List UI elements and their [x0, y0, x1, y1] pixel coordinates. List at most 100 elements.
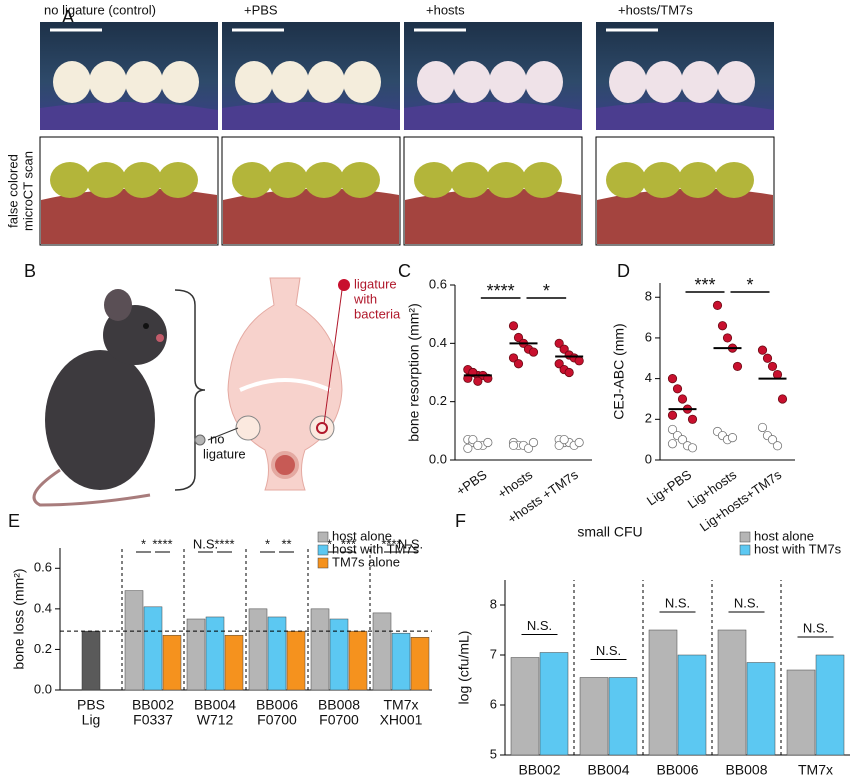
dot	[772, 369, 783, 380]
chart-title: small CFU	[577, 524, 642, 540]
mouse-nose	[156, 334, 164, 342]
y-tick-label: 0.0	[429, 451, 447, 466]
y-tick-label: 0.0	[34, 681, 52, 696]
legend-swatch	[317, 544, 329, 556]
x-tick-label: F0700	[257, 712, 297, 728]
scan-tooth	[268, 162, 308, 198]
bar	[372, 612, 392, 691]
tooth	[417, 61, 455, 103]
x-tick-label: BB002	[132, 697, 174, 713]
scan-tooth	[122, 162, 162, 198]
bar	[248, 608, 268, 691]
gum	[404, 101, 582, 130]
tooth	[235, 61, 273, 103]
dot	[559, 434, 569, 445]
x-tick-label: XH001	[380, 712, 423, 728]
bar	[539, 652, 569, 756]
tooth	[717, 61, 755, 103]
tooth	[343, 61, 381, 103]
dot	[762, 353, 773, 363]
pointer	[207, 427, 239, 441]
legend-swatch	[739, 544, 751, 556]
significance-label: N.S.	[527, 618, 552, 633]
column-label: no ligature (control)	[44, 2, 156, 17]
dot	[767, 361, 778, 372]
dot	[508, 353, 519, 363]
bar	[81, 630, 101, 691]
y-tick-label: 5	[490, 746, 497, 761]
dot	[757, 345, 768, 355]
significance-label: ****	[214, 536, 234, 551]
significance-label: N.S.	[398, 536, 423, 551]
ligature	[316, 422, 328, 434]
x-tick-label: TM7x	[798, 762, 833, 776]
significance-label: *	[141, 536, 146, 551]
y-tick-label: 0.6	[34, 560, 52, 575]
dot	[757, 422, 768, 433]
tooth-ring	[271, 451, 299, 479]
dot	[483, 437, 493, 448]
x-tick-label: Lig	[82, 712, 101, 728]
dot	[667, 424, 678, 435]
mouse	[32, 289, 206, 507]
dot	[463, 443, 473, 453]
dot	[473, 376, 483, 386]
bar	[224, 634, 244, 691]
panel-label: A	[62, 7, 74, 27]
diagram-label: with	[353, 291, 377, 306]
gum	[596, 101, 774, 130]
scan-tooth	[522, 162, 562, 198]
jaw	[223, 188, 399, 244]
scan-tooth	[158, 162, 198, 198]
significance-label: ****	[381, 536, 401, 551]
bar	[162, 634, 182, 691]
diagram-label: bacteria	[354, 306, 401, 321]
bar	[608, 677, 638, 756]
significance-label: ***	[341, 536, 356, 551]
diagram-label: no	[210, 431, 224, 446]
significance-label: **	[281, 536, 291, 551]
dot	[559, 344, 569, 354]
diagram-label: ligature	[203, 446, 246, 461]
dot	[508, 321, 519, 331]
dot	[672, 384, 683, 394]
scan-tooth	[450, 162, 490, 198]
legend-label: host with TM7s	[754, 541, 842, 556]
dot	[574, 356, 584, 366]
x-tick-label: F0337	[133, 712, 173, 728]
dot	[667, 374, 678, 384]
mouse-eye	[143, 323, 149, 329]
dot	[523, 443, 534, 453]
column-label: +hosts/TM7s	[618, 2, 693, 17]
legend-dot	[338, 279, 350, 291]
row-label-line: false colored	[5, 154, 20, 228]
dot	[677, 435, 688, 445]
diagram-label: ligature	[354, 276, 397, 291]
x-tick-label: W712	[197, 712, 234, 728]
significance-label: N.S.	[596, 643, 621, 658]
dot	[777, 394, 788, 404]
scan-tooth	[642, 162, 682, 198]
pointer	[323, 289, 343, 425]
dot	[528, 437, 539, 448]
bar	[329, 618, 349, 691]
x-tick-label: BB004	[587, 762, 629, 776]
y-tick-label: 6	[645, 329, 652, 344]
panel-label: E	[8, 511, 20, 531]
row-label-line: microCT scan	[20, 151, 35, 231]
significance-label: N.S.	[193, 536, 218, 551]
bar	[677, 654, 707, 756]
bar	[579, 677, 609, 756]
bar	[267, 616, 287, 691]
tooth	[309, 415, 335, 441]
y-tick-label: 0.4	[429, 335, 447, 350]
y-tick-label: 8	[490, 596, 497, 611]
x-tick-label: BB002	[518, 762, 560, 776]
significance-label: ****	[152, 536, 172, 551]
dot	[767, 435, 778, 445]
dot	[667, 439, 678, 449]
tooth	[609, 61, 647, 103]
mouse-body	[45, 350, 155, 490]
dot	[712, 300, 723, 310]
